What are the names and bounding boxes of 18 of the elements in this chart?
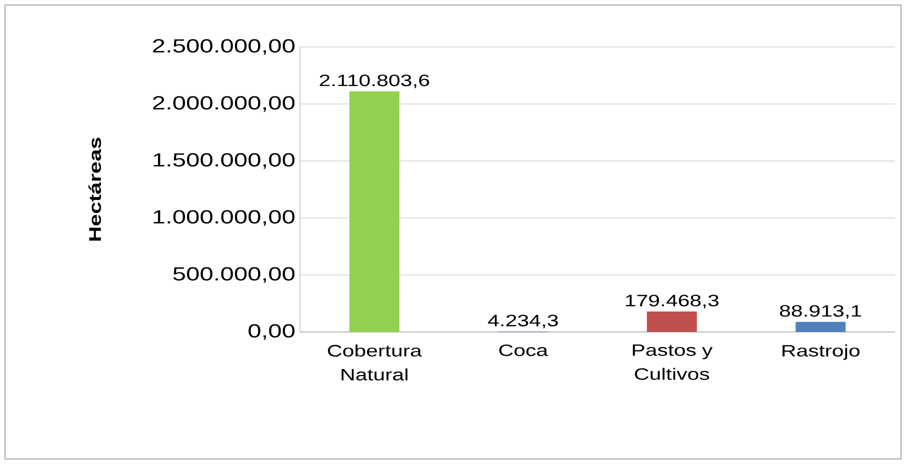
data-label: 4.234,3 <box>488 314 558 328</box>
x-tick-label: Rastrojo <box>782 344 860 360</box>
y-axis-title: Hectáreas <box>88 138 102 241</box>
data-label: 88.913,1 <box>780 305 862 319</box>
y-tick-label: 1.000.000,00 <box>154 210 295 226</box>
bar <box>646 312 697 332</box>
y-tick-label: 2.000.000,00 <box>153 96 295 112</box>
x-tick-label: Pastos y Cultivos <box>632 344 713 380</box>
y-tick-label: 2.500.000,00 <box>153 39 295 55</box>
bar <box>349 91 400 332</box>
data-label: 2.110.803,6 <box>320 74 430 88</box>
y-tick-label: 0,00 <box>248 324 295 340</box>
bar <box>796 322 846 332</box>
y-tick-label: 500.000,00 <box>173 267 295 283</box>
x-tick-label: Cobertura Natural <box>328 344 422 380</box>
data-label: 179.468,3 <box>626 294 718 308</box>
y-tick-label: 1.500.000,00 <box>154 153 295 169</box>
x-tick-label: Coca <box>499 344 548 356</box>
